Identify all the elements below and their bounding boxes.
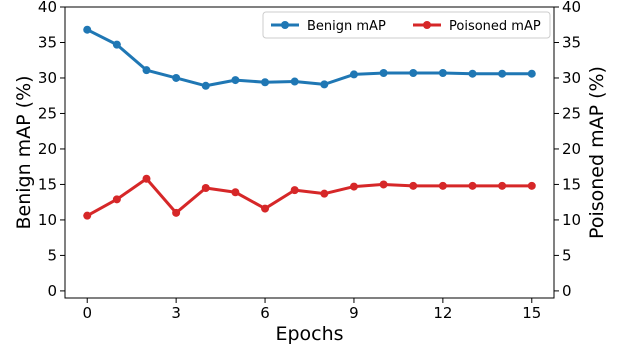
- legend-label-benign: Benign mAP: [307, 19, 386, 34]
- x-tick-label: 9: [349, 304, 359, 322]
- data-point-benign: [142, 66, 151, 75]
- left-y-tick-label: 30: [38, 69, 57, 87]
- legend-box: [262, 11, 551, 39]
- series-layer: [83, 25, 536, 220]
- x-axis-title: Epochs: [275, 323, 343, 345]
- data-point-poisoned: [201, 183, 210, 192]
- data-point-benign: [468, 69, 477, 78]
- left-y-axis-ticks: 0 5 10 15 20 25 30 35 40: [38, 0, 65, 300]
- legend-label-poisoned: Poisoned mAP: [449, 19, 541, 34]
- data-point-benign: [290, 77, 299, 86]
- data-point-benign: [527, 69, 536, 78]
- left-y-tick-label: 25: [38, 104, 57, 122]
- data-point-poisoned: [349, 182, 358, 191]
- data-point-poisoned: [468, 181, 477, 190]
- data-point-benign: [498, 69, 507, 78]
- left-y-tick-label: 40: [38, 0, 57, 16]
- data-point-poisoned: [142, 174, 151, 183]
- data-point-benign: [172, 73, 181, 82]
- data-point-poisoned: [290, 186, 299, 195]
- right-y-tick-label: 40: [562, 0, 581, 16]
- right-y-tick-label: 35: [562, 33, 581, 51]
- right-y-tick-label: 20: [562, 140, 581, 158]
- left-y-axis-title: Benign mAP (%): [13, 75, 35, 229]
- data-point-benign: [231, 76, 240, 85]
- data-point-benign: [83, 25, 92, 34]
- legend: Benign mAP Poisoned mAP: [262, 11, 551, 39]
- data-point-benign: [409, 69, 418, 78]
- left-y-tick-label: 35: [38, 33, 57, 51]
- data-point-poisoned: [261, 204, 270, 213]
- data-point-benign: [261, 78, 270, 87]
- plot-frame: [64, 6, 555, 299]
- data-point-benign: [349, 70, 358, 79]
- data-point-poisoned: [83, 211, 92, 220]
- data-point-poisoned: [379, 180, 388, 189]
- series-line-poisoned: [86, 177, 532, 217]
- x-tick-label: 0: [82, 304, 92, 322]
- data-point-poisoned: [231, 188, 240, 197]
- right-y-tick-label: 25: [562, 104, 581, 122]
- data-point-benign: [438, 69, 447, 78]
- data-point-benign: [112, 40, 121, 49]
- plot-border: [64, 6, 555, 299]
- data-point-poisoned: [438, 181, 447, 190]
- left-y-tick-label: 0: [47, 282, 57, 300]
- data-point-benign: [379, 69, 388, 78]
- x-tick-label: 12: [433, 304, 452, 322]
- x-tick-label: 3: [171, 304, 181, 322]
- left-y-tick-label: 10: [38, 211, 57, 229]
- data-point-poisoned: [320, 189, 329, 198]
- left-y-tick-label: 20: [38, 140, 57, 158]
- series-line-benign: [86, 28, 532, 88]
- legend-marker-poisoned: [423, 21, 431, 29]
- data-point-poisoned: [409, 181, 418, 190]
- x-axis-ticks: 0 3 6 9 12 15: [82, 298, 541, 322]
- data-point-poisoned: [527, 181, 536, 190]
- right-y-axis-title: Poisoned mAP (%): [586, 66, 608, 239]
- right-y-tick-label: 0: [562, 282, 572, 300]
- x-tick-label: 6: [260, 304, 270, 322]
- right-y-tick-label: 30: [562, 69, 581, 87]
- data-point-benign: [320, 80, 329, 89]
- right-y-axis-ticks: 0 5 10 15 20 25 30 35 40: [554, 0, 581, 300]
- right-y-tick-label: 5: [562, 246, 572, 264]
- left-y-tick-label: 5: [47, 246, 57, 264]
- left-y-tick-label: 15: [38, 175, 57, 193]
- data-point-benign: [201, 81, 210, 90]
- x-tick-label: 15: [522, 304, 541, 322]
- right-y-tick-label: 10: [562, 211, 581, 229]
- legend-marker-benign: [281, 21, 289, 29]
- data-point-poisoned: [172, 208, 181, 217]
- data-point-poisoned: [112, 195, 121, 204]
- right-y-tick-label: 15: [562, 175, 581, 193]
- data-point-poisoned: [498, 181, 507, 190]
